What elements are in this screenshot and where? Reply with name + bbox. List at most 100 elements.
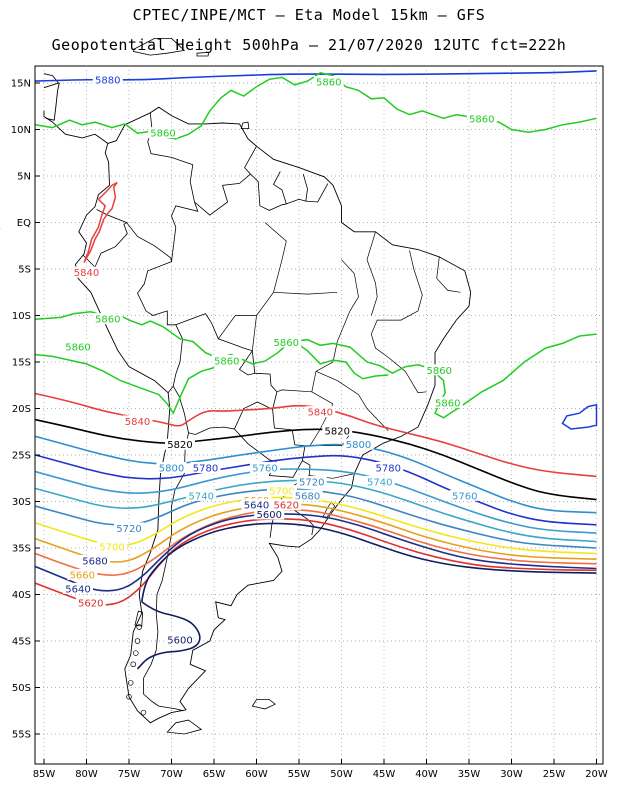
contour-label: 5840 (125, 417, 150, 428)
hispaniola-coastline (132, 38, 186, 56)
country-border (194, 146, 257, 216)
lon-tick-label: 50W (330, 769, 353, 780)
contour-label-bg (364, 475, 395, 487)
contour-label-bg (449, 489, 480, 501)
lon-tick-label: 45W (373, 769, 396, 780)
country-border (126, 222, 183, 393)
contour-label: 5640 (65, 584, 90, 595)
contour-label-bg (466, 113, 497, 125)
contour-label-bg (97, 541, 127, 552)
lon-tick-label: 75W (118, 769, 141, 780)
state-border (366, 231, 378, 316)
island-outline (140, 709, 147, 716)
contour-label-bg (122, 415, 153, 427)
contour-5780 (35, 454, 597, 526)
contour-label-bg (80, 554, 110, 566)
contour-label: 5640 (244, 501, 269, 512)
lat-tick-label: 20S (12, 404, 31, 415)
contour-label: 5800 (159, 463, 184, 474)
lat-tick-label: 40S (12, 590, 31, 601)
contour-5760 (35, 468, 597, 534)
contour-5860-pacific (35, 353, 215, 415)
country-border (82, 209, 128, 268)
contour-label: 5860 (65, 343, 90, 354)
lon-tick-label: 20W (585, 769, 608, 780)
lon-tick-label: 55W (288, 769, 311, 780)
contour-label: 5760 (452, 491, 477, 502)
contour-label-bg (343, 438, 374, 450)
lat-tick-label: 30S (12, 497, 31, 508)
contour-label-bg (211, 355, 242, 366)
contour-label-bg (254, 508, 285, 520)
contour-label-bg (148, 127, 178, 139)
contour-label: 5840 (308, 408, 333, 419)
lat-tick-label: 35S (12, 544, 31, 555)
contour-label-bg (292, 489, 323, 501)
country-border (305, 183, 329, 203)
contour-label: 5760 (252, 463, 277, 474)
lat-tick-label: 10N (11, 125, 31, 136)
contour-label: 5600 (167, 636, 192, 647)
contour-label: 5800 (346, 440, 371, 451)
lon-tick-label: 40W (415, 769, 438, 780)
contour-label: 5780 (193, 463, 218, 474)
contour-label-bg (296, 475, 327, 487)
island-outline (133, 650, 139, 656)
contour-label: 5840 (74, 268, 99, 279)
falklands-coastline (251, 699, 276, 710)
contour-label-bg (186, 489, 217, 501)
contour-label: 5860 (316, 78, 341, 89)
honduras-coastline (43, 73, 60, 89)
state-border (436, 256, 461, 293)
lat-tick-label: 55S (12, 730, 31, 741)
axis-ticks: 15N 10N 5N EQ 5S 10S 15S 20S 25S 30S 35S 40S 45S 50S 5… (11, 79, 608, 781)
country-border (250, 171, 287, 211)
contour-5880-loop (561, 403, 598, 430)
lat-tick-label: 5N (17, 172, 31, 183)
state-border (409, 250, 423, 311)
lon-tick-label: 25W (543, 769, 566, 780)
contour-labels: 5880 5860 5860 5860 5840 5860 5860 5860 5860 5860… (63, 74, 497, 647)
contour-label: 5860 (435, 398, 460, 409)
contour-label: 5600 (257, 510, 282, 521)
contour-label-bg (267, 485, 297, 497)
contour-label-bg (71, 266, 102, 278)
contour-label: 5660 (70, 570, 95, 581)
lat-tick-label: 45S (12, 637, 31, 648)
central-america-coastline (43, 110, 109, 144)
contour-label: 5780 (376, 463, 401, 474)
lat-tick-label: 10S (12, 311, 31, 322)
state-border (315, 370, 389, 432)
contour-label: 5700 (99, 543, 124, 554)
state-border (370, 310, 419, 358)
contour-label: 5820 (167, 440, 192, 451)
contour-label: 5700 (269, 487, 294, 498)
lat-tick-label: 50S (12, 683, 31, 694)
contour-label: 5860 (274, 338, 299, 349)
contour-label: 5740 (189, 491, 214, 502)
lon-tick-label: 35W (458, 769, 481, 780)
contour-label: 5880 (95, 76, 120, 87)
contour-label-bg (424, 364, 455, 376)
contour-5880 (35, 70, 597, 82)
contour-label: 5620 (78, 598, 103, 609)
contour-5860-center (294, 340, 389, 380)
island-outline (126, 694, 132, 700)
island-outline (136, 624, 142, 630)
contour-label-bg (75, 596, 106, 608)
island-outline (134, 638, 141, 644)
state-border (218, 315, 257, 340)
state-border (273, 291, 338, 295)
graticule (35, 66, 603, 764)
contour-5600 (141, 522, 597, 603)
lat-tick-label: 5S (18, 265, 31, 276)
nicaragua-coastline (45, 82, 60, 121)
contour-label-bg (63, 341, 93, 353)
lat-tick-label: EQ (17, 218, 31, 229)
map-title: CPTEC/INPE/MCT — Eta Model 15km — GFS (132, 6, 486, 24)
state-border (388, 357, 427, 394)
contour-label: 5720 (299, 477, 324, 488)
contour-5800 (35, 435, 597, 514)
contour-label-bg (165, 634, 195, 645)
